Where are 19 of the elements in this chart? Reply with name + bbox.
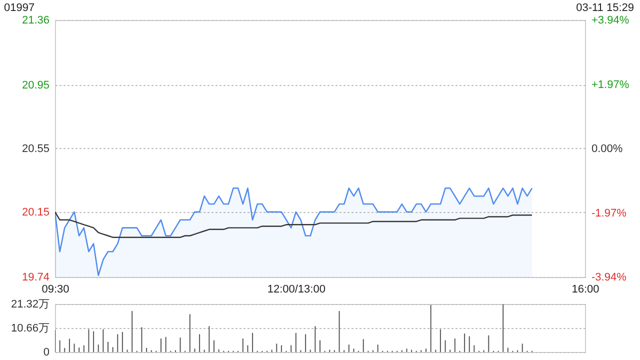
- text: 03-11 15:29: [576, 2, 634, 14]
- y-tick-label: 21.36: [22, 14, 50, 26]
- y-tick-label: 20.95: [22, 80, 50, 92]
- y-tick-label: 21.32万: [10, 298, 50, 310]
- y-tick-label: 0: [43, 346, 50, 358]
- y-tick-label: 10.66万: [10, 322, 50, 334]
- y2-tick-label: +3.94%: [592, 14, 630, 26]
- x-tick-label: 12:00/13:00: [267, 284, 326, 296]
- y2-tick-label: -1.97%: [592, 207, 627, 220]
- y-tick-label: 19.74: [22, 272, 50, 284]
- chart-title: 01997: [4, 2, 35, 14]
- y2-tick-label: -3.94%: [592, 272, 627, 284]
- y-tick-label: 20.55: [22, 143, 50, 155]
- y2-tick-label: +1.97%: [592, 78, 630, 91]
- x-tick-label: 09:30: [42, 284, 70, 296]
- y2-tick-label: 0.00%: [592, 143, 623, 155]
- line-series: [55, 211, 533, 238]
- x-tick-label: 16:00: [572, 284, 600, 296]
- y-tick-label: 20.15: [22, 206, 50, 218]
